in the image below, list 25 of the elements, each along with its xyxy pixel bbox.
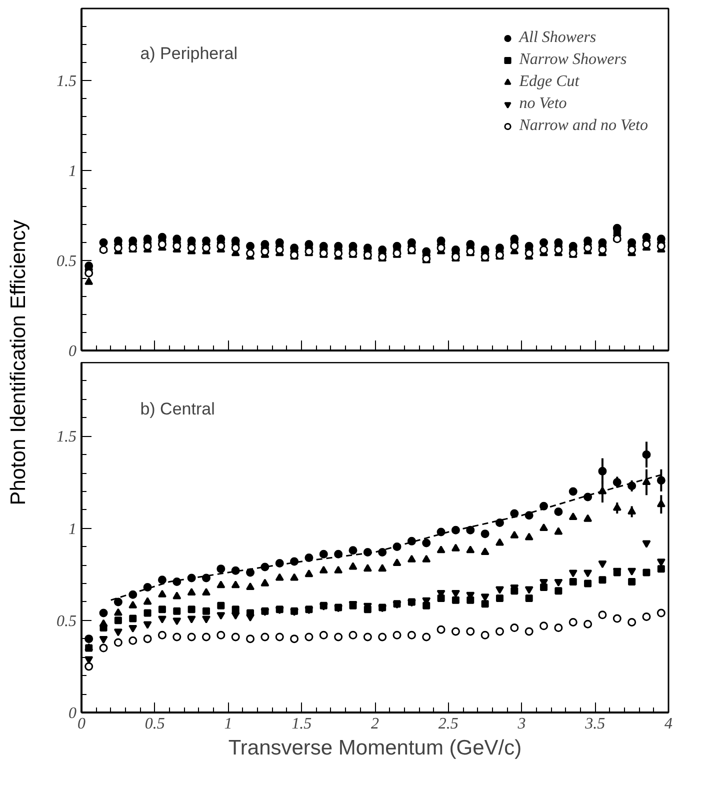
y-tick-label: 0.5 [56,253,76,270]
x-tick-label: 2 [371,716,379,732]
legend-label: no Veto [519,95,567,113]
legend-label: All Showers [519,29,596,47]
legend-label: Narrow and no Veto [519,117,648,135]
y-tick-label: 1.5 [56,73,76,90]
x-tick-label: 1.5 [292,716,312,732]
x-tick-label: 4 [664,716,672,732]
y-tick-label: 1 [68,163,76,180]
y-tick-label: 1 [68,520,76,538]
x-tick-label: 3 [516,716,526,732]
legend-label: Edge Cut [519,73,580,91]
y-tick-label: 0 [68,343,76,360]
x-tick-label: 3.5 [584,716,606,732]
y-tick-label: 0.5 [56,612,76,630]
y-axis-title: Photon Identification Efficiency [7,219,30,506]
x-tick-label: 0.5 [144,716,165,732]
x-tick-label: 2.5 [438,716,458,732]
legend-label: Narrow Showers [519,51,627,69]
y-tick-label: 1.5 [56,428,76,446]
x-axis-title: Transverse Momentum (GeV/c) [228,736,522,760]
x-tick-label: 1 [224,716,232,732]
y-tick-label: 0 [68,705,76,722]
text: a) Peripheral [140,44,238,64]
text: b) Central [140,400,215,418]
